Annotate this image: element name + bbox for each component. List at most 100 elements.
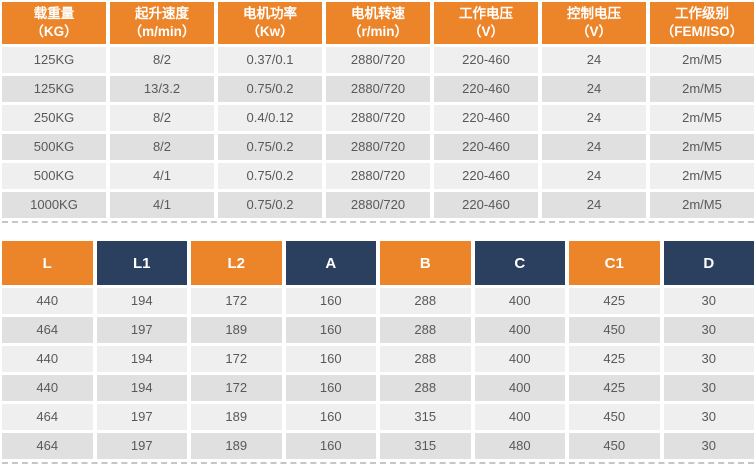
table-cell: 24 — [542, 105, 646, 131]
table-cell: 2880/720 — [326, 134, 430, 160]
dimension-table-header-row: L L1 L2 A B C C1 D — [2, 241, 754, 285]
header-unit: （m/min） — [128, 24, 196, 39]
table-cell: 197 — [96, 404, 187, 430]
table-cell: 30 — [663, 404, 754, 430]
header-unit: （KG） — [30, 24, 78, 39]
table-cell: 440 — [2, 346, 93, 372]
table-cell: 2880/720 — [326, 105, 430, 131]
table-cell: 440 — [2, 375, 93, 401]
dim-header-A: A — [285, 241, 376, 285]
table-cell: 315 — [380, 433, 471, 459]
header-unit: （Kw） — [246, 24, 294, 39]
table-cell: 0.75/0.2 — [218, 163, 322, 189]
table-cell: 8/2 — [110, 134, 214, 160]
table-cell: 450 — [569, 317, 660, 343]
table-cell: 194 — [96, 375, 187, 401]
table-cell: 4/1 — [110, 163, 214, 189]
spec-header-control-voltage: 控制电压 （V） — [542, 2, 646, 44]
table-cell: 450 — [569, 404, 660, 430]
header-title: 工作级别 — [675, 6, 729, 22]
table-cell: 288 — [380, 288, 471, 314]
table-cell: 464 — [2, 404, 93, 430]
table-cell: 480 — [474, 433, 565, 459]
table-cell: 8/2 — [110, 105, 214, 131]
table-cell: 24 — [542, 163, 646, 189]
table-cell: 189 — [191, 433, 282, 459]
dim-header-L: L — [2, 241, 93, 285]
table-cell: 160 — [285, 375, 376, 401]
header-unit: （V） — [467, 24, 504, 39]
spec-header-work-voltage: 工作电压 （V） — [434, 2, 538, 44]
header-title: 电机功率 — [243, 6, 297, 22]
dim-header-L1: L1 — [96, 241, 187, 285]
table-cell: 400 — [474, 317, 565, 343]
table-cell: 288 — [380, 375, 471, 401]
table-cell: 0.75/0.2 — [218, 76, 322, 102]
table-cell: 425 — [569, 375, 660, 401]
table-cell: 220-460 — [434, 163, 538, 189]
table-cell: 24 — [542, 134, 646, 160]
spec-table-body: 125KG 8/2 0.37/0.1 2880/720 220-460 24 2m/M5 12… — [2, 47, 754, 218]
dim-header-D: D — [663, 241, 754, 285]
table-cell: 160 — [285, 317, 376, 343]
header-unit: （r/min） — [347, 24, 408, 39]
table-cell: 2m/M5 — [650, 134, 754, 160]
table-cell: 250KG — [2, 105, 106, 131]
header-title: 电机转速 — [351, 6, 405, 22]
table-cell: 125KG — [2, 76, 106, 102]
table-cell: 172 — [191, 288, 282, 314]
table-cell: 0.75/0.2 — [218, 192, 322, 218]
table-cell: 220-460 — [434, 134, 538, 160]
table-cell: 2m/M5 — [650, 76, 754, 102]
table-cell: 220-460 — [434, 76, 538, 102]
motor-spec-table: 载重量 （KG） 起升速度 （m/min） 电机功率 （Kw） 电机转速 （r/… — [2, 2, 754, 223]
dashed-divider — [2, 462, 754, 464]
table-cell: 220-460 — [434, 105, 538, 131]
table-cell: 0.4/0.12 — [218, 105, 322, 131]
table-cell: 2880/720 — [326, 47, 430, 73]
dim-header-C1: C1 — [569, 241, 660, 285]
table-cell: 288 — [380, 317, 471, 343]
table-cell: 2m/M5 — [650, 105, 754, 131]
table-cell: 197 — [96, 317, 187, 343]
table-cell: 13/3.2 — [110, 76, 214, 102]
table-cell: 2m/M5 — [650, 192, 754, 218]
table-cell: 160 — [285, 346, 376, 372]
table-cell: 464 — [2, 317, 93, 343]
table-cell: 4/1 — [110, 192, 214, 218]
header-unit: （FEM/ISO） — [660, 24, 744, 39]
spec-header-motor-speed: 电机转速 （r/min） — [326, 2, 430, 44]
table-cell: 160 — [285, 288, 376, 314]
table-cell: 2m/M5 — [650, 163, 754, 189]
table-cell: 400 — [474, 288, 565, 314]
table-cell: 194 — [96, 288, 187, 314]
table-cell: 197 — [96, 433, 187, 459]
table-cell: 440 — [2, 288, 93, 314]
table-cell: 24 — [542, 192, 646, 218]
table-cell: 220-460 — [434, 192, 538, 218]
table-cell: 194 — [96, 346, 187, 372]
table-cell: 425 — [569, 346, 660, 372]
table-cell: 160 — [285, 433, 376, 459]
header-title: 工作电压 — [459, 6, 513, 22]
table-cell: 30 — [663, 375, 754, 401]
table-cell: 0.75/0.2 — [218, 134, 322, 160]
table-cell: 288 — [380, 346, 471, 372]
table-cell: 189 — [191, 317, 282, 343]
table-cell: 125KG — [2, 47, 106, 73]
spec-header-load: 载重量 （KG） — [2, 2, 106, 44]
table-cell: 220-460 — [434, 47, 538, 73]
dim-header-C: C — [474, 241, 565, 285]
table-cell: 160 — [285, 404, 376, 430]
dimension-table: L L1 L2 A B C C1 D 440 194 172 160 288 400 425… — [2, 241, 754, 464]
table-cell: 0.37/0.1 — [218, 47, 322, 73]
spec-header-work-class: 工作级别 （FEM/ISO） — [650, 2, 754, 44]
table-cell: 2880/720 — [326, 192, 430, 218]
dim-header-L2: L2 — [191, 241, 282, 285]
table-cell: 425 — [569, 288, 660, 314]
spec-table-header-row: 载重量 （KG） 起升速度 （m/min） 电机功率 （Kw） 电机转速 （r/… — [2, 2, 754, 44]
table-cell: 30 — [663, 346, 754, 372]
dashed-divider — [2, 221, 754, 223]
dim-header-B: B — [380, 241, 471, 285]
